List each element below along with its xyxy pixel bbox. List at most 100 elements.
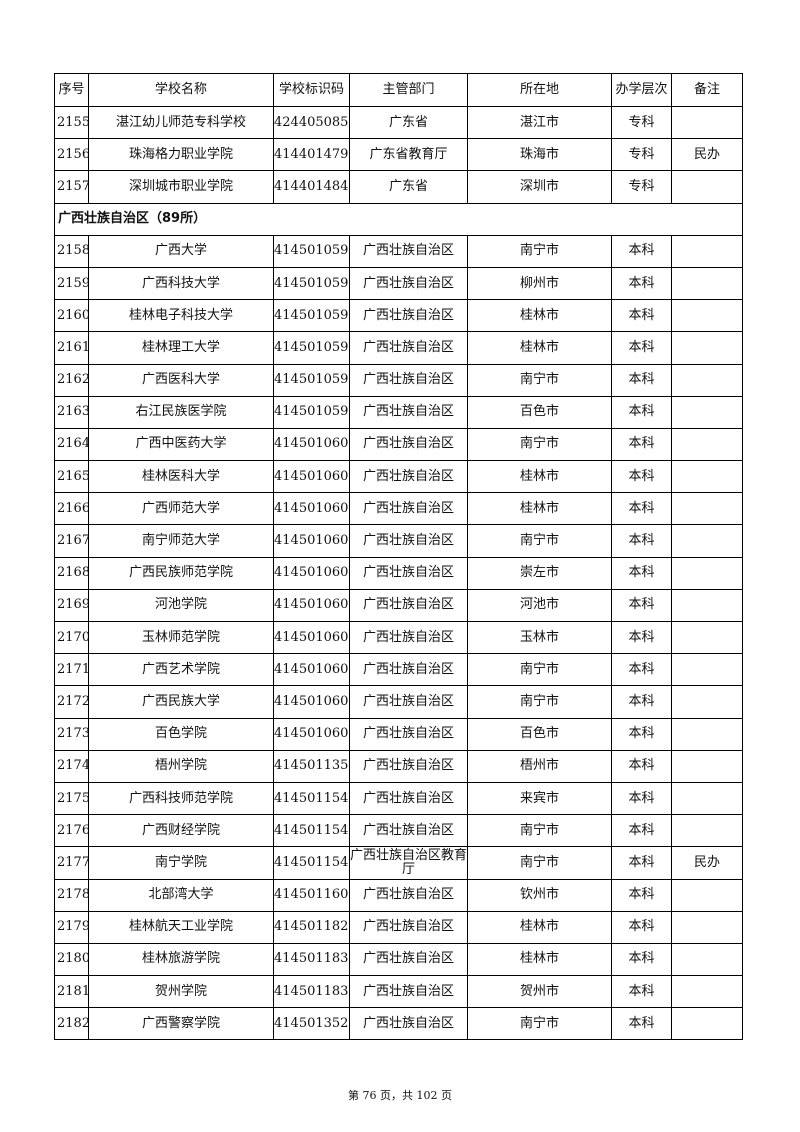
cell-authority: 广西壮族自治区 xyxy=(349,299,468,333)
cell-index: 2163 xyxy=(54,395,89,429)
cell-level: 本科 xyxy=(611,460,672,494)
cell-remarks xyxy=(671,460,743,494)
cell-level: 本科 xyxy=(611,266,672,301)
cell-school-code: 4145011546 xyxy=(273,781,350,816)
cell-school-code: 4145010594 xyxy=(273,266,350,301)
table-row: 2167 南宁师范大学 4145010603 广西壮族自治区 南宁市 本科 xyxy=(54,524,743,558)
cell-remarks: 民办 xyxy=(671,138,743,172)
cell-location: 来宾市 xyxy=(467,781,612,816)
table-row: 2179 桂林航天工业学院 4145011825 广西壮族自治区 桂林市 本科 xyxy=(54,910,743,944)
cell-level: 本科 xyxy=(611,620,672,655)
cell-level: 专科 xyxy=(611,170,672,204)
table-header-row: 序号 学校名称 学校标识码 主管部门 所在地 办学层次 备注 xyxy=(54,73,743,107)
table-row: 2172 广西民族大学 4145010608 广西壮族自治区 南宁市 本科 xyxy=(54,685,743,719)
cell-index: 2157 xyxy=(54,170,89,204)
cell-school-code: 4145010598 xyxy=(273,363,350,397)
cell-school-name: 湛江幼儿师范专科学校 xyxy=(88,105,274,140)
cell-level: 本科 xyxy=(611,975,672,1009)
cell-authority: 广西壮族自治区 xyxy=(349,427,468,462)
cell-location: 桂林市 xyxy=(467,331,612,365)
table-row: 2171 广西艺术学院 4145010607 广西壮族自治区 南宁市 本科 xyxy=(54,653,743,687)
cell-school-name: 广西中医药大学 xyxy=(88,427,274,462)
cell-index: 2162 xyxy=(54,363,89,397)
cell-school-code: 4145010609 xyxy=(273,717,350,751)
cell-level: 本科 xyxy=(611,427,672,462)
cell-location: 百色市 xyxy=(467,717,612,751)
cell-remarks xyxy=(671,814,743,848)
table-row: 2181 贺州学院 4145011838 广西壮族自治区 贺州市 本科 xyxy=(54,975,743,1009)
cell-authority: 广西壮族自治区 xyxy=(349,460,468,494)
cell-remarks xyxy=(671,299,743,333)
cell-level: 本科 xyxy=(611,299,672,333)
cell-index: 2170 xyxy=(54,620,89,655)
cell-location: 钦州市 xyxy=(467,878,612,912)
cell-index: 2167 xyxy=(54,524,89,558)
header-school-code: 学校标识码 xyxy=(273,73,350,107)
table-row: 2155 湛江幼儿师范专科学校 4244050853 广东省 湛江市 专科 xyxy=(54,105,743,140)
cell-school-name: 珠海格力职业学院 xyxy=(88,138,274,172)
header-index: 序号 xyxy=(54,73,89,107)
cell-school-name: 南宁学院 xyxy=(88,846,274,880)
cell-school-name: 深圳城市职业学院 xyxy=(88,170,274,204)
cell-school-code: 4145011838 xyxy=(273,975,350,1009)
cell-remarks xyxy=(671,234,743,268)
cell-remarks xyxy=(671,781,743,816)
group-row: 广西壮族自治区（89所） xyxy=(54,202,743,236)
cell-school-name: 桂林航天工业学院 xyxy=(88,910,274,944)
cell-authority: 广西壮族自治区 xyxy=(349,266,468,301)
table-row: 2169 河池学院 4145010605 广西壮族自治区 河池市 本科 xyxy=(54,588,743,623)
cell-level: 本科 xyxy=(611,492,672,526)
cell-index: 2165 xyxy=(54,460,89,494)
cell-location: 南宁市 xyxy=(467,846,612,880)
cell-location: 河池市 xyxy=(467,588,612,623)
cell-remarks xyxy=(671,363,743,397)
cell-authority: 广西壮族自治区 xyxy=(349,620,468,655)
cell-remarks xyxy=(671,395,743,429)
cell-school-name: 广西财经学院 xyxy=(88,814,274,848)
cell-index: 2160 xyxy=(54,299,89,333)
cell-level: 本科 xyxy=(611,846,672,880)
cell-index: 2164 xyxy=(54,427,89,462)
cell-index: 2175 xyxy=(54,781,89,816)
cell-authority: 广西壮族自治区 xyxy=(349,653,468,687)
table-row: 2164 广西中医药大学 4145010600 广西壮族自治区 南宁市 本科 xyxy=(54,427,743,462)
cell-school-name: 南宁师范大学 xyxy=(88,524,274,558)
cell-authority: 广西壮族自治区 xyxy=(349,492,468,526)
cell-level: 本科 xyxy=(611,524,672,558)
cell-remarks xyxy=(671,910,743,944)
cell-location: 贺州市 xyxy=(467,975,612,1009)
cell-location: 桂林市 xyxy=(467,942,612,977)
cell-authority: 广西壮族自治区 xyxy=(349,749,468,783)
cell-level: 专科 xyxy=(611,138,672,172)
cell-location: 百色市 xyxy=(467,395,612,429)
cell-authority: 广西壮族自治区 xyxy=(349,556,468,590)
cell-school-name: 梧州学院 xyxy=(88,749,274,783)
cell-remarks xyxy=(671,749,743,783)
table-row: 2176 广西财经学院 4145011548 广西壮族自治区 南宁市 本科 xyxy=(54,814,743,848)
cell-remarks xyxy=(671,266,743,301)
cell-index: 2159 xyxy=(54,266,89,301)
cell-level: 本科 xyxy=(611,781,672,816)
cell-level: 本科 xyxy=(611,814,672,848)
cell-index: 2172 xyxy=(54,685,89,719)
cell-location: 南宁市 xyxy=(467,363,612,397)
cell-level: 本科 xyxy=(611,331,672,365)
cell-level: 本科 xyxy=(611,942,672,977)
cell-remarks xyxy=(671,588,743,623)
table-row: 2160 桂林电子科技大学 4145010595 广西壮族自治区 桂林市 本科 xyxy=(54,299,743,333)
cell-school-code: 4145011837 xyxy=(273,942,350,977)
cell-level: 本科 xyxy=(611,910,672,944)
cell-remarks xyxy=(671,717,743,751)
page-footer: 第 76 页，共 102 页 xyxy=(348,1089,452,1102)
cell-remarks xyxy=(671,331,743,365)
cell-location: 桂林市 xyxy=(467,460,612,494)
table-row: 2175 广西科技师范学院 4145011546 广西壮族自治区 来宾市 本科 xyxy=(54,781,743,816)
cell-school-code: 4145010599 xyxy=(273,395,350,429)
header-authority: 主管部门 xyxy=(349,73,468,107)
cell-location: 梧州市 xyxy=(467,749,612,783)
cell-remarks xyxy=(671,685,743,719)
cell-location: 南宁市 xyxy=(467,427,612,462)
cell-school-name: 广西师范大学 xyxy=(88,492,274,526)
cell-remarks xyxy=(671,427,743,462)
cell-school-code: 4144014798 xyxy=(273,138,350,172)
